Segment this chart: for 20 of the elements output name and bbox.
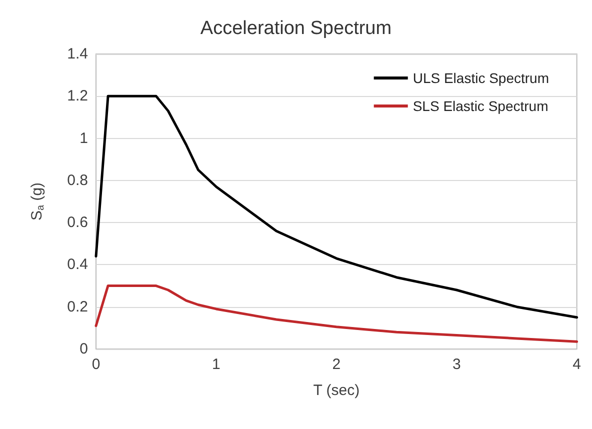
y-tick-label: 0.4 <box>67 256 88 274</box>
line-series <box>94 284 578 343</box>
y-tick-label: 0.8 <box>67 172 88 189</box>
x-axis-title: T (sec) <box>313 382 360 399</box>
y-tick-label: 1.4 <box>67 46 88 62</box>
x-tick-label: 3 <box>452 356 461 373</box>
y-axis-title: Sa (g) <box>28 182 46 221</box>
chart-title: Acceleration Spectrum <box>200 18 392 39</box>
line-series <box>94 94 578 319</box>
legend-label: SLS Elastic Spectrum <box>412 98 548 114</box>
x-tick-label: 1 <box>212 356 220 373</box>
y-tick-label: 0 <box>80 340 88 358</box>
y-tick-label: 1 <box>80 130 88 147</box>
legend-label: ULS Elastic Spectrum <box>412 70 550 86</box>
y-tick-label: 1.2 <box>67 88 88 105</box>
x-tick-label: 4 <box>572 356 581 373</box>
x-tick-label: 0 <box>92 356 100 373</box>
y-tick-label: 0.2 <box>67 298 88 316</box>
x-tick-label: 2 <box>332 356 341 373</box>
y-tick-label: 0.6 <box>67 214 88 232</box>
